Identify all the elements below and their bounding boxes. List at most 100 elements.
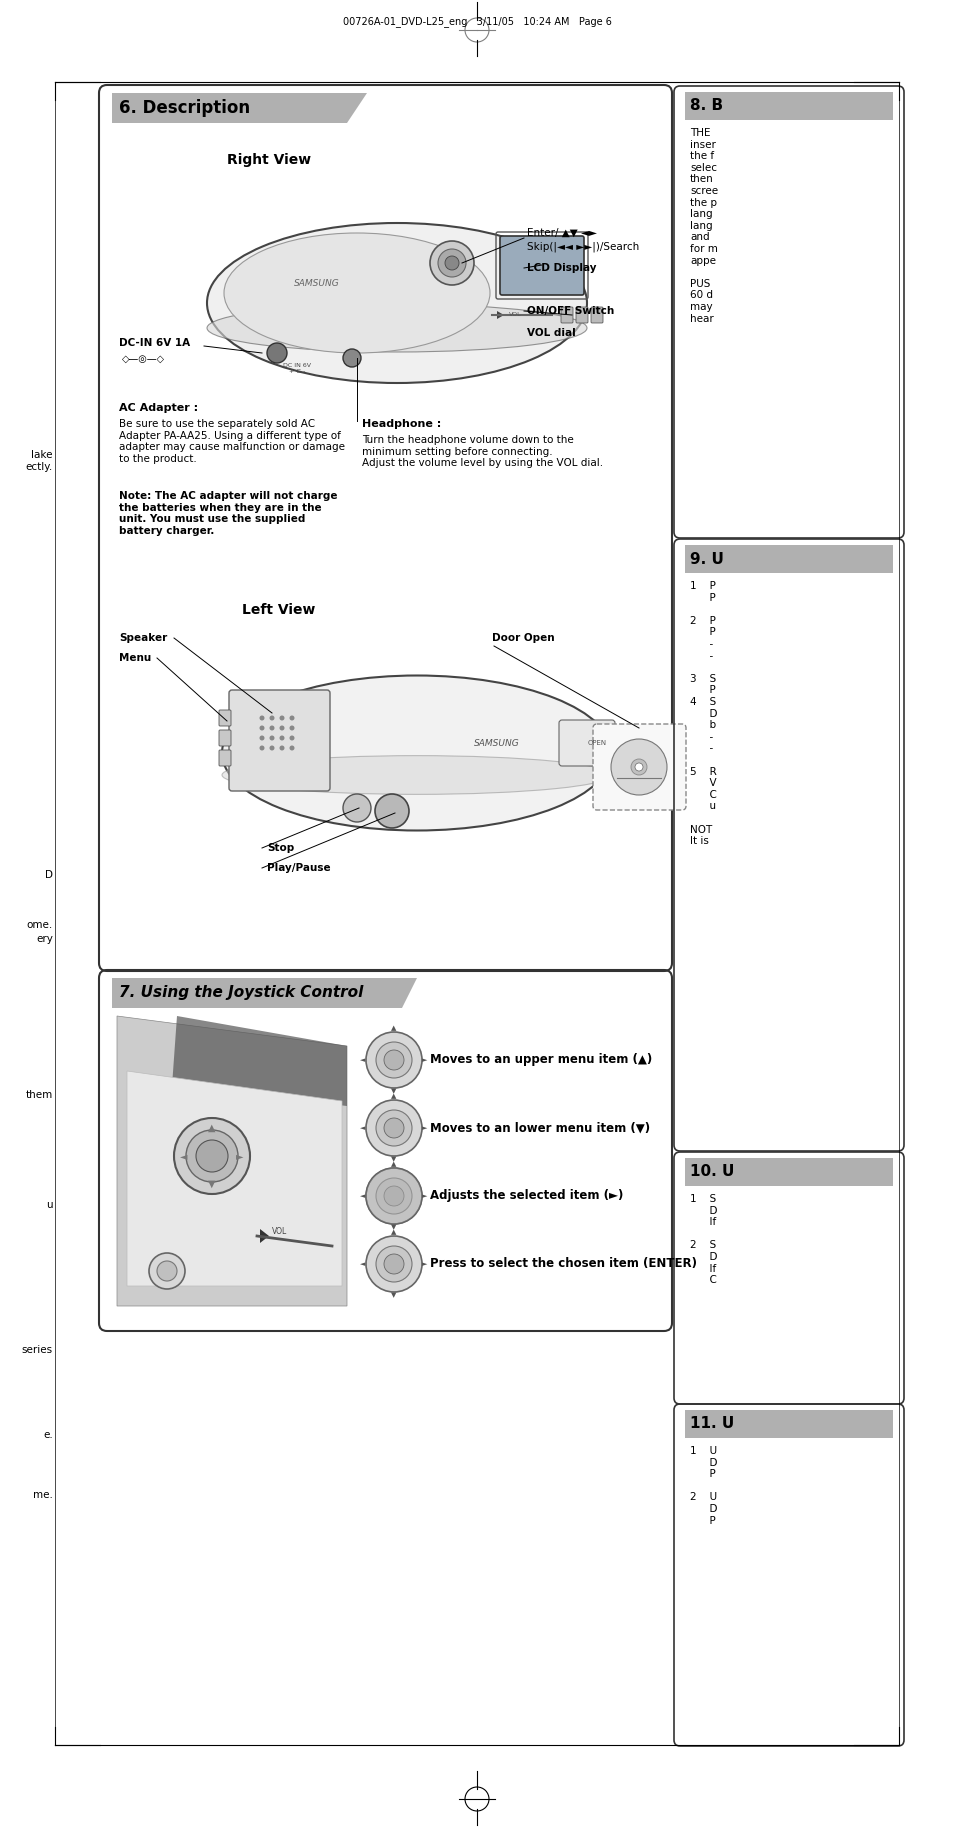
Circle shape [269,745,274,751]
Text: me.: me. [33,1491,53,1500]
Polygon shape [684,1410,892,1438]
Text: ►: ► [422,1261,427,1266]
Polygon shape [684,544,892,574]
Text: ▲: ▲ [391,1025,396,1030]
Text: 1    U
      D
      P

2    U
      D
      P: 1 U D P 2 U D P [689,1445,717,1526]
Text: DC IN 6V
+ G -: DC IN 6V + G - [283,364,311,375]
Circle shape [384,1186,403,1206]
FancyBboxPatch shape [593,723,685,809]
Circle shape [366,1237,421,1292]
Text: ▲: ▲ [391,1093,396,1100]
Text: ►: ► [236,1151,244,1160]
Text: Skip(|◄◄ ►►|)/Search: Skip(|◄◄ ►►|)/Search [526,241,639,252]
Text: 8. B: 8. B [689,99,722,113]
Text: Speaker: Speaker [119,632,167,643]
Text: 1    S
      D
      If

2    S
      D
      If
      C: 1 S D If 2 S D If C [689,1195,717,1284]
Circle shape [366,1032,421,1089]
Polygon shape [117,1016,347,1306]
Polygon shape [497,311,503,320]
Text: D: D [45,870,53,881]
Circle shape [149,1253,185,1290]
Text: ▲: ▲ [391,1230,396,1235]
Circle shape [444,256,458,270]
Text: Adjusts the selected item (►): Adjusts the selected item (►) [430,1189,622,1202]
Circle shape [430,241,474,285]
Circle shape [375,1111,412,1146]
Text: Left View: Left View [242,603,315,618]
Text: ▲: ▲ [391,1160,396,1167]
Circle shape [157,1261,177,1281]
Text: ◄: ◄ [360,1125,365,1131]
Text: ome.: ome. [27,921,53,930]
Text: u: u [47,1200,53,1209]
Text: ►: ► [422,1125,427,1131]
Circle shape [279,725,284,731]
Text: Turn the headphone volume down to the
minimum setting before connecting.
Adjust : Turn the headphone volume down to the mi… [361,435,602,468]
Polygon shape [684,91,892,121]
Text: ▼: ▼ [391,1224,396,1230]
Text: series: series [22,1345,53,1356]
Text: Stop: Stop [267,842,294,853]
Circle shape [635,764,642,771]
Ellipse shape [207,303,586,353]
Text: ery: ery [36,934,53,945]
Text: Door Open: Door Open [492,632,554,643]
Text: 7. Using the Joystick Control: 7. Using the Joystick Control [119,985,363,1001]
Text: ▼: ▼ [208,1178,215,1189]
FancyBboxPatch shape [219,751,231,766]
Circle shape [279,745,284,751]
Circle shape [279,736,284,740]
Polygon shape [684,1158,892,1186]
Text: Be sure to use the separately sold AC
Adapter PA-AA25. Using a different type of: Be sure to use the separately sold AC Ad… [119,418,345,464]
Circle shape [375,1041,412,1078]
Circle shape [610,738,666,795]
Ellipse shape [207,223,586,384]
Text: 10. U: 10. U [689,1164,734,1180]
Text: Press to select the chosen item (ENTER): Press to select the chosen item (ENTER) [430,1257,697,1270]
Circle shape [375,1178,412,1213]
Text: Play/Pause: Play/Pause [267,862,331,873]
Circle shape [259,745,264,751]
Circle shape [437,248,465,278]
Text: ▼: ▼ [391,1156,396,1162]
Text: 11. U: 11. U [689,1416,734,1432]
Circle shape [259,725,264,731]
Text: ◄: ◄ [360,1261,365,1266]
Circle shape [289,716,294,720]
Circle shape [195,1140,228,1171]
Text: AC Adapter :: AC Adapter : [119,404,198,413]
Polygon shape [260,1230,269,1242]
Circle shape [289,725,294,731]
FancyBboxPatch shape [590,307,602,323]
Text: ►: ► [422,1193,427,1199]
Text: Enter/ ▲▼ ◄►: Enter/ ▲▼ ◄► [526,228,597,238]
Text: them: them [26,1091,53,1100]
Text: ON/OFF Switch: ON/OFF Switch [526,305,614,316]
Circle shape [366,1167,421,1224]
Text: VOL: VOL [509,312,521,318]
Circle shape [384,1253,403,1273]
Text: Moves to an upper menu item (▲): Moves to an upper menu item (▲) [430,1054,652,1067]
Text: Note: The AC adapter will not charge
the batteries when they are in the
unit. Yo: Note: The AC adapter will not charge the… [119,491,337,535]
Polygon shape [112,977,416,1009]
Circle shape [259,736,264,740]
Text: 1    P
      P

2    P
      P
      -
      -

3    S
      P
4    S
      D
  : 1 P P 2 P P - - 3 S P 4 S D [689,581,717,846]
Text: THE
inser
the f
selec
then
scree
the p
lang
lang
and
for m
appe

PUS
60 d
may
he: THE inser the f selec then scree the p l… [689,128,718,323]
Text: ◄: ◄ [180,1151,188,1160]
Text: ◇—◎—◇: ◇—◎—◇ [122,354,165,364]
Text: 6. Description: 6. Description [119,99,250,117]
Text: SAMSUNG: SAMSUNG [294,278,339,287]
Circle shape [267,343,287,364]
Ellipse shape [224,234,490,353]
Circle shape [289,745,294,751]
Text: ▼: ▼ [391,1089,396,1094]
Circle shape [259,716,264,720]
Circle shape [375,795,409,828]
Circle shape [366,1100,421,1156]
Text: VOL dial: VOL dial [526,329,576,338]
FancyBboxPatch shape [219,711,231,725]
Circle shape [343,349,360,367]
Circle shape [173,1118,250,1195]
FancyBboxPatch shape [229,691,330,791]
Text: Headphone :: Headphone : [361,418,441,429]
